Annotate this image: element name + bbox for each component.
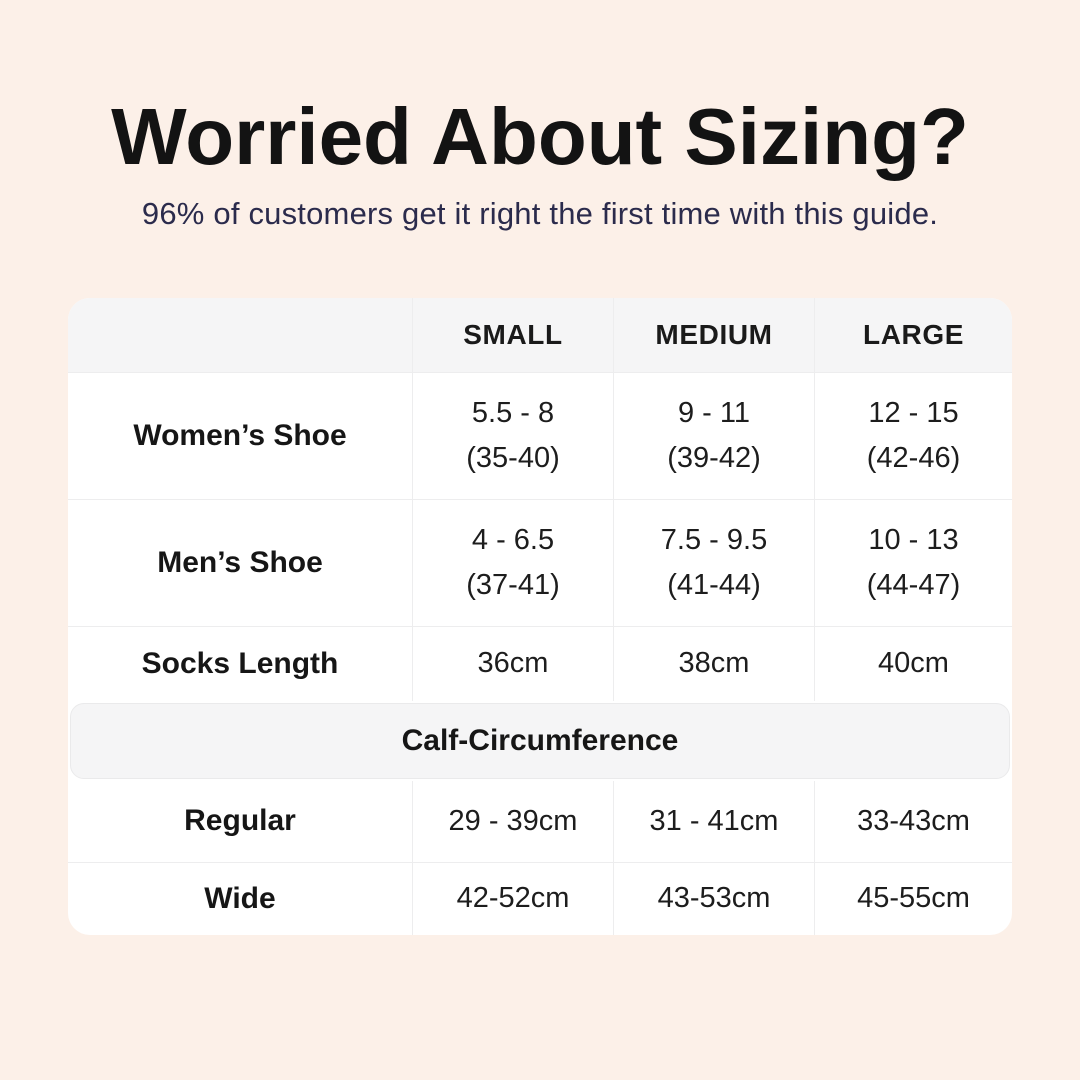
cell-value: 45-55cm bbox=[857, 882, 970, 915]
row-label: Regular bbox=[184, 804, 296, 838]
table-row-womens-shoe: Women’s Shoe 5.5 - 8 (35-40) 9 - 11 (39-… bbox=[68, 371, 1012, 499]
table-cell: 45-55cm bbox=[814, 862, 1012, 935]
table-cell: 5.5 - 8 (35-40) bbox=[412, 372, 613, 499]
table-cell: 33-43cm bbox=[814, 780, 1012, 862]
table-cell: 36cm bbox=[412, 626, 613, 701]
section-band-calf-circumference: Calf-Circumference bbox=[70, 702, 1010, 779]
cell-value-line1: 12 - 15 bbox=[868, 396, 959, 429]
row-label: Women’s Shoe bbox=[133, 418, 347, 452]
table-cell: 12 - 15 (42-46) bbox=[814, 372, 1012, 499]
row-label-cell: Men’s Shoe bbox=[68, 500, 412, 626]
cell-value: 38cm bbox=[678, 647, 750, 680]
table-cell: 40cm bbox=[814, 626, 1012, 701]
column-header-small: SMALL bbox=[463, 318, 563, 350]
table-cell: 42-52cm bbox=[412, 862, 613, 935]
table-row-mens-shoe: Men’s Shoe 4 - 6.5 (37-41) 7.5 - 9.5 (41… bbox=[68, 498, 1012, 626]
cell-value-line2: (44-47) bbox=[866, 568, 961, 601]
cell-value: 36cm bbox=[477, 647, 549, 680]
table-cell: 31 - 41cm bbox=[613, 780, 814, 862]
table-cell: 4 - 6.5 (37-41) bbox=[412, 499, 613, 626]
table-cell: 43-53cm bbox=[613, 862, 814, 935]
column-header-large: LARGE bbox=[863, 318, 964, 350]
cell-value-line1: 9 - 11 bbox=[677, 396, 750, 429]
row-label-cell: Regular bbox=[68, 781, 412, 862]
row-label: Men’s Shoe bbox=[157, 545, 323, 579]
row-label: Wide bbox=[204, 881, 276, 915]
row-label: Socks Length bbox=[141, 646, 339, 680]
column-header-medium: MEDIUM bbox=[655, 318, 773, 350]
cell-value-line1: 5.5 - 8 bbox=[471, 396, 555, 429]
table-cell: 10 - 13 (44-47) bbox=[814, 499, 1012, 626]
cell-value: 33-43cm bbox=[857, 804, 970, 837]
row-label-cell: Socks Length bbox=[68, 627, 412, 701]
header-cell-medium: MEDIUM bbox=[613, 297, 814, 372]
cell-value: 29 - 39cm bbox=[448, 804, 578, 837]
cell-value-line1: 7.5 - 9.5 bbox=[660, 523, 768, 556]
cell-value: 42-52cm bbox=[456, 882, 570, 915]
table-cell: 38cm bbox=[613, 626, 814, 701]
table-cell: 7.5 - 9.5 (41-44) bbox=[613, 499, 814, 626]
page-subtitle: 96% of customers get it right the first … bbox=[141, 195, 939, 231]
header-cell-small: SMALL bbox=[412, 297, 613, 372]
cell-value: 31 - 41cm bbox=[649, 804, 779, 837]
header-cell-empty bbox=[68, 298, 412, 372]
cell-value-line2: (41-44) bbox=[667, 568, 761, 601]
table-row-wide: Wide 42-52cm 43-53cm 45-55cm bbox=[68, 861, 1012, 935]
size-table: SMALL MEDIUM LARGE Women’s Shoe 5.5 - 8 … bbox=[68, 297, 1012, 935]
section-label: Calf-Circumference bbox=[401, 723, 679, 757]
table-row-regular: Regular 29 - 39cm 31 - 41cm 33-43cm bbox=[68, 780, 1012, 862]
page-title: Worried About Sizing? bbox=[111, 92, 969, 181]
cell-value: 40cm bbox=[878, 647, 949, 680]
header: Worried About Sizing? 96% of customers g… bbox=[0, 0, 1080, 232]
cell-value-line2: (42-46) bbox=[866, 441, 961, 474]
table-cell: 29 - 39cm bbox=[412, 780, 613, 862]
cell-value-line2: (35-40) bbox=[466, 441, 560, 474]
table-header-row: SMALL MEDIUM LARGE bbox=[68, 297, 1012, 372]
table-cell: 9 - 11 (39-42) bbox=[613, 372, 814, 499]
cell-value-line1: 10 - 13 bbox=[868, 523, 959, 556]
row-label-cell: Women’s Shoe bbox=[68, 373, 412, 499]
table-row-socks-length: Socks Length 36cm 38cm 40cm bbox=[68, 625, 1012, 701]
cell-value: 43-53cm bbox=[657, 882, 771, 915]
cell-value-line1: 4 - 6.5 bbox=[471, 523, 555, 556]
row-label-cell: Wide bbox=[68, 863, 412, 935]
cell-value-line2: (37-41) bbox=[466, 568, 560, 601]
header-cell-large: LARGE bbox=[814, 297, 1012, 372]
cell-value-line2: (39-42) bbox=[667, 441, 761, 474]
